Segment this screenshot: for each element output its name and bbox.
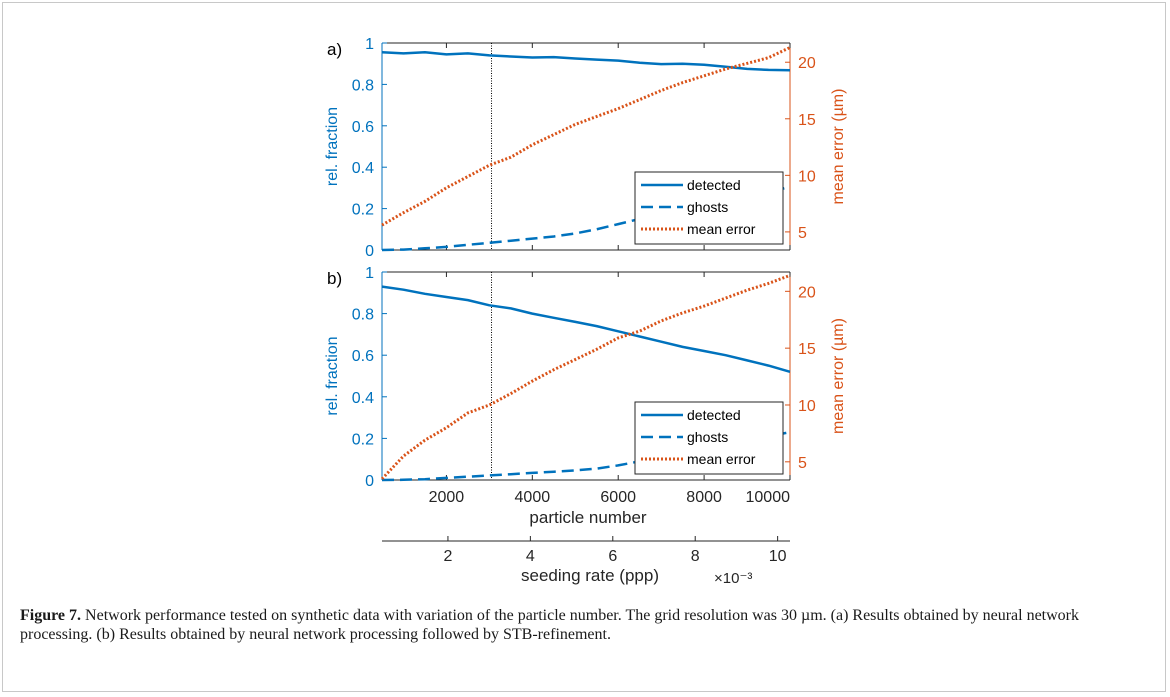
figure-caption: Figure 7. Network performance tested on … — [20, 606, 1140, 644]
panel-a-right-axis-label: mean error (µm) — [830, 89, 847, 205]
panel-b-right-tick-label: 10 — [798, 398, 816, 415]
panel-b-left-axis-label: rel. fraction — [324, 336, 341, 415]
panel-a-left-axis-label: rel. fraction — [324, 107, 341, 186]
panel-a-series-mean-error — [381, 46, 791, 227]
panel-a-left-tick-label: 1 — [365, 36, 374, 53]
panel-b-left-tick-label: 0 — [365, 473, 374, 490]
panel-a-right-tick-label: 5 — [798, 225, 807, 242]
panel-a-label: a) — [327, 40, 342, 59]
seeding-rate-tick-label: 10 — [769, 548, 787, 565]
panel-b-series-detected — [381, 285, 791, 374]
panel-b-x-tick-label: 6000 — [600, 489, 636, 506]
panel-b-x-tick-label: 8000 — [686, 489, 722, 506]
seeding-rate-exponent: ×10⁻³ — [714, 570, 752, 587]
panel-a-left-tick-label: 0.4 — [352, 160, 374, 177]
seeding-rate-tick-label: 8 — [691, 548, 700, 565]
panel-b-x-tick-label: 2000 — [429, 489, 465, 506]
panel-a-series-detected — [381, 51, 791, 72]
caption-label: Figure 7. — [20, 607, 82, 624]
panel-b-left-tick-label: 0.4 — [352, 390, 374, 407]
panel-b-label: b) — [327, 269, 342, 288]
panel-a-left-tick-label: 0 — [365, 243, 374, 260]
panel-b-x-tick-label: 10000 — [746, 489, 791, 506]
panel-a-right-tick-label: 20 — [798, 55, 816, 72]
panel-b-left-tick-label: 0.8 — [352, 307, 374, 324]
panel-b-left-tick-label: 1 — [365, 265, 374, 282]
panel-b-legend-entry: ghosts — [687, 429, 728, 445]
panel-a-legend-entry: mean error — [687, 221, 756, 237]
seeding-rate-tick-label: 6 — [608, 548, 617, 565]
panel-b-series-mean-error — [380, 273, 791, 480]
panel-b-right-tick-label: 15 — [798, 341, 816, 358]
panel-b-right-tick-label: 5 — [798, 455, 807, 472]
panel-b-legend-entry: detected — [687, 407, 741, 423]
caption-text: Network performance tested on synthetic … — [20, 607, 1080, 643]
panel-a-left-tick-label: 0.6 — [352, 119, 374, 136]
panel-b-legend-entry: mean error — [687, 451, 756, 467]
seeding-rate-tick-label: 4 — [526, 548, 535, 565]
panel-b-x-axis-label: particle number — [529, 508, 647, 527]
panel-b-x-tick-label: 4000 — [515, 489, 551, 506]
seeding-rate-axis-label: seeding rate (ppp) — [521, 566, 659, 585]
panel-b-right-axis-label: mean error (µm) — [830, 318, 847, 434]
panel-a-left-tick-label: 0.8 — [352, 77, 374, 94]
panel-a-legend-entry: detected — [687, 177, 741, 193]
panel-a-legend-entry: ghosts — [687, 199, 728, 215]
seeding-rate-tick-label: 2 — [443, 548, 452, 565]
panel-a-right-tick-label: 10 — [798, 168, 816, 185]
seeding-rate-axis-group: 2 4 6 8 10 seeding rate (ppp) ×10⁻³ — [382, 536, 790, 587]
panel-a-left-tick-label: 0.2 — [352, 202, 374, 219]
panel-a-right-tick-label: 15 — [798, 112, 816, 129]
panel-b-left-tick-label: 0.6 — [352, 348, 374, 365]
panel-b-right-tick-label: 20 — [798, 284, 816, 301]
panel-b-left-tick-label: 0.2 — [352, 431, 374, 448]
